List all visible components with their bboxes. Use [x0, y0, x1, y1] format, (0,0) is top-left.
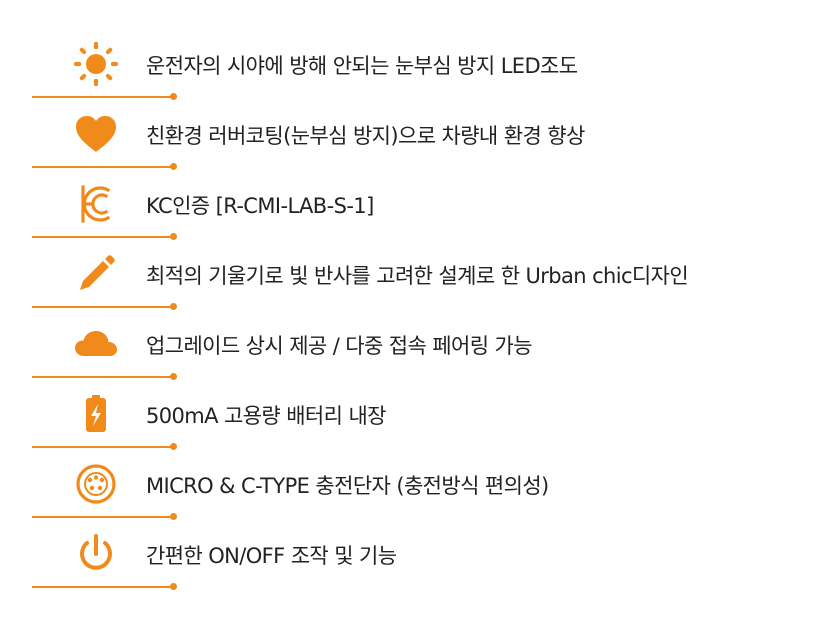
feature-text: 500mA 고용량 배터리 내장 [146, 404, 386, 428]
feature-row-design: 최적의 기울기로 빛 반사를 고려한 설계로 한 Urban chic디자인 [0, 248, 830, 318]
divider-line [32, 236, 172, 238]
feature-text: 업그레이드 상시 제공 / 다중 접속 페어링 가능 [146, 334, 533, 358]
divider-line [32, 446, 172, 448]
feature-row-led: 운전자의 시야에 방해 안되는 눈부심 방지 LED조도 [0, 38, 830, 108]
divider-dot [170, 163, 177, 170]
divider-dot [170, 93, 177, 100]
divider-line [32, 96, 172, 98]
feature-text: KC인증 [R-CMI-LAB-S-1] [146, 194, 374, 218]
connector-icon [70, 458, 122, 510]
divider-line [32, 166, 172, 168]
divider-dot [170, 303, 177, 310]
feature-row-battery: 500mA 고용량 배터리 내장 [0, 388, 830, 458]
sun-icon [70, 38, 122, 90]
divider-line [32, 516, 172, 518]
feature-row-pairing: 업그레이드 상시 제공 / 다중 접속 페어링 가능 [0, 318, 830, 388]
divider-dot [170, 443, 177, 450]
heart-icon [70, 108, 122, 160]
feature-row-power: 간편한 ON/OFF 조작 및 기능 [0, 528, 830, 598]
feature-row-coating: 친환경 러버코팅(눈부심 방지)으로 차량내 환경 향상 [0, 108, 830, 178]
divider-dot [170, 233, 177, 240]
feature-text: MICRO & C-TYPE 충전단자 (충전방식 편의성) [146, 474, 549, 498]
divider-line [32, 306, 172, 308]
power-icon [70, 528, 122, 580]
feature-row-charging: MICRO & C-TYPE 충전단자 (충전방식 편의성) [0, 458, 830, 528]
cloud-icon [70, 318, 122, 370]
divider-dot [170, 513, 177, 520]
kc-mark-icon [70, 178, 122, 230]
divider-dot [170, 583, 177, 590]
divider-dot [170, 373, 177, 380]
pencil-icon [70, 248, 122, 300]
divider-line [32, 376, 172, 378]
feature-text: 운전자의 시야에 방해 안되는 눈부심 방지 LED조도 [146, 54, 578, 78]
battery-icon [70, 388, 122, 440]
divider-line [32, 586, 172, 588]
feature-text: 간편한 ON/OFF 조작 및 기능 [146, 544, 397, 568]
feature-text: 친환경 러버코팅(눈부심 방지)으로 차량내 환경 향상 [146, 124, 585, 148]
feature-row-kc: KC인증 [R-CMI-LAB-S-1] [0, 178, 830, 248]
feature-text: 최적의 기울기로 빛 반사를 고려한 설계로 한 Urban chic디자인 [146, 264, 689, 288]
